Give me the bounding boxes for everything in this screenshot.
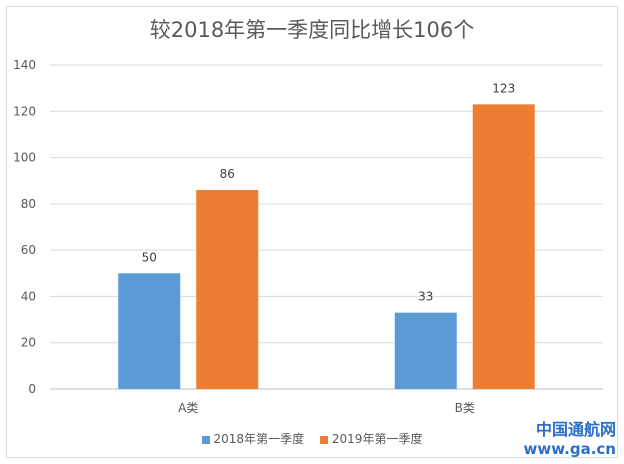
y-tick-label: 60 bbox=[21, 243, 36, 257]
y-tick-label: 20 bbox=[21, 336, 36, 350]
y-tick-label: 80 bbox=[21, 197, 36, 211]
data-label: 86 bbox=[220, 167, 235, 181]
x-category-label: A类 bbox=[178, 401, 198, 415]
y-tick-label: 100 bbox=[13, 151, 36, 165]
y-tick-label: 40 bbox=[21, 289, 36, 303]
data-label: 33 bbox=[418, 290, 433, 304]
bar-B类-2019年第一季度 bbox=[472, 104, 535, 389]
chart-legend: 2018年第一季度 2019年第一季度 bbox=[0, 430, 624, 447]
y-tick-label: 120 bbox=[13, 104, 36, 118]
y-tick-label: 140 bbox=[13, 58, 36, 72]
x-category-label: B类 bbox=[455, 401, 475, 415]
legend-swatch-2018 bbox=[201, 435, 210, 444]
legend-item-2019: 2019年第一季度 bbox=[319, 430, 423, 447]
watermark-url: www.ga.cn bbox=[523, 440, 616, 458]
chart-title: 较2018年第一季度同比增长106个 bbox=[149, 18, 475, 42]
data-label: 50 bbox=[142, 250, 157, 264]
bar-B类-2018年第一季度 bbox=[394, 312, 457, 389]
watermark: 中国通航网 www.ga.cn bbox=[524, 416, 616, 458]
legend-label-2019: 2019年第一季度 bbox=[331, 432, 423, 446]
data-label: 123 bbox=[492, 81, 515, 95]
y-tick-label: 0 bbox=[28, 382, 36, 396]
legend-label-2018: 2018年第一季度 bbox=[213, 432, 305, 446]
legend-swatch-2019 bbox=[319, 435, 328, 444]
bar-A类-2019年第一季度 bbox=[196, 189, 259, 389]
bar-A类-2018年第一季度 bbox=[118, 273, 181, 389]
legend-item-2018: 2018年第一季度 bbox=[201, 430, 305, 447]
watermark-site-name: 中国通航网 bbox=[535, 420, 616, 439]
